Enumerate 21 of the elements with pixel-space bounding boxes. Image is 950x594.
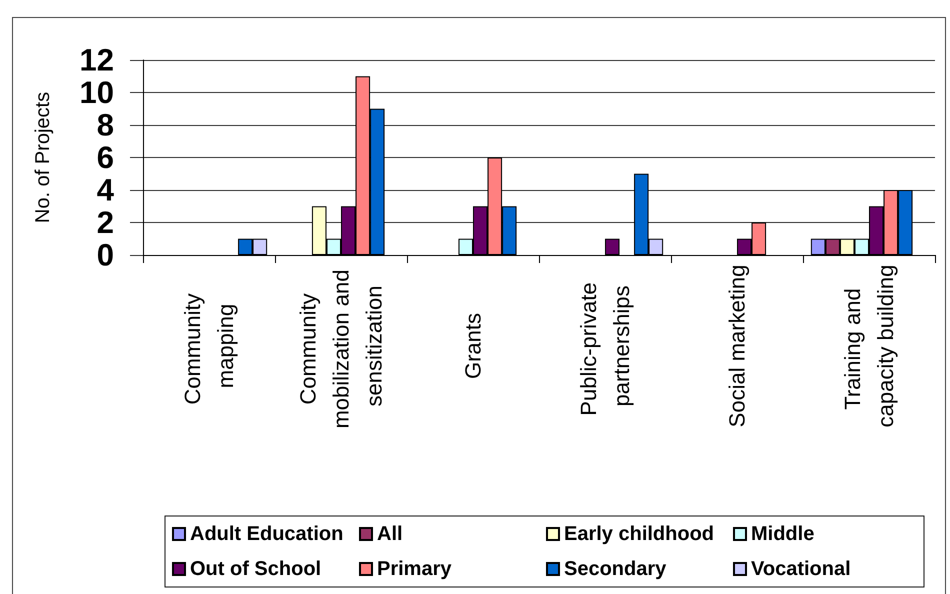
y-tick-label: 6: [96, 140, 114, 175]
y-tick-label: 0: [96, 238, 114, 272]
y-tick-label: 12: [80, 42, 114, 78]
y-tick-label: 10: [80, 75, 114, 110]
legend-label: All: [377, 523, 403, 545]
x-tick-label: Social marketing: [724, 264, 750, 428]
y-tick-label: 2: [96, 205, 114, 240]
x-tick-label: Public-private partnerships: [576, 276, 634, 416]
legend-label: Secondary: [564, 558, 668, 580]
y-tick-label: 4: [96, 172, 115, 208]
x-tick-label: Grants: [460, 312, 486, 380]
legend-label: Vocational: [751, 558, 851, 580]
y-axis-title: No. of Projects: [32, 92, 54, 224]
legend-label: Middle: [751, 523, 814, 545]
legend-label: Out of School: [190, 558, 322, 580]
y-tick-label: 8: [96, 108, 114, 142]
legend-label: Primary: [377, 558, 452, 580]
x-tick-label: Community mapping: [180, 287, 238, 405]
legend-label: Early childhood: [564, 523, 714, 545]
x-tick-label: Training and capacity building: [840, 264, 898, 428]
legend-label: Adult Education: [190, 523, 344, 545]
